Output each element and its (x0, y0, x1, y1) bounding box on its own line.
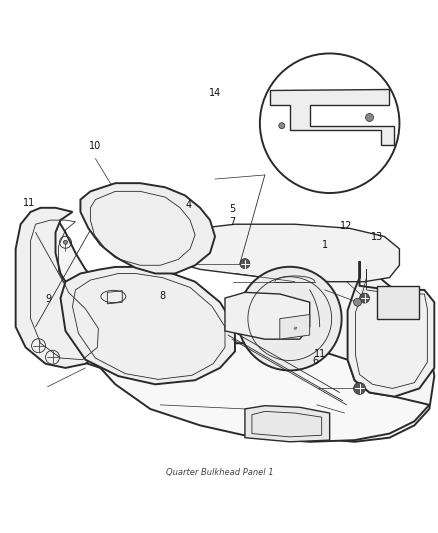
Circle shape (64, 240, 67, 244)
Text: Quarter Bulkhead Panel 1: Quarter Bulkhead Panel 1 (165, 469, 273, 478)
Polygon shape (279, 314, 309, 339)
Text: 13: 13 (370, 232, 382, 242)
Text: 12: 12 (339, 221, 352, 231)
Circle shape (237, 267, 341, 370)
Circle shape (240, 259, 249, 269)
Circle shape (353, 298, 361, 306)
Polygon shape (80, 183, 215, 273)
Circle shape (359, 293, 369, 303)
Text: 9: 9 (46, 294, 52, 304)
Text: 6: 6 (312, 357, 318, 367)
Text: 8: 8 (159, 291, 165, 301)
Polygon shape (377, 286, 418, 319)
Text: 11: 11 (23, 198, 35, 208)
Polygon shape (224, 293, 309, 339)
Text: 7: 7 (229, 217, 235, 227)
Polygon shape (60, 267, 234, 384)
Text: ø: ø (292, 326, 297, 332)
Polygon shape (16, 208, 105, 368)
Text: 1: 1 (321, 240, 327, 251)
Circle shape (353, 383, 365, 394)
Polygon shape (347, 261, 433, 397)
Text: 4: 4 (185, 200, 191, 210)
Text: 10: 10 (88, 141, 101, 151)
Polygon shape (80, 286, 428, 442)
Text: 5: 5 (229, 204, 235, 214)
Polygon shape (244, 406, 329, 442)
Text: 14: 14 (208, 88, 221, 98)
Circle shape (278, 123, 284, 128)
Polygon shape (185, 224, 399, 281)
Polygon shape (269, 89, 394, 144)
Circle shape (365, 114, 373, 122)
Polygon shape (31, 216, 433, 442)
Text: 11: 11 (313, 349, 325, 359)
